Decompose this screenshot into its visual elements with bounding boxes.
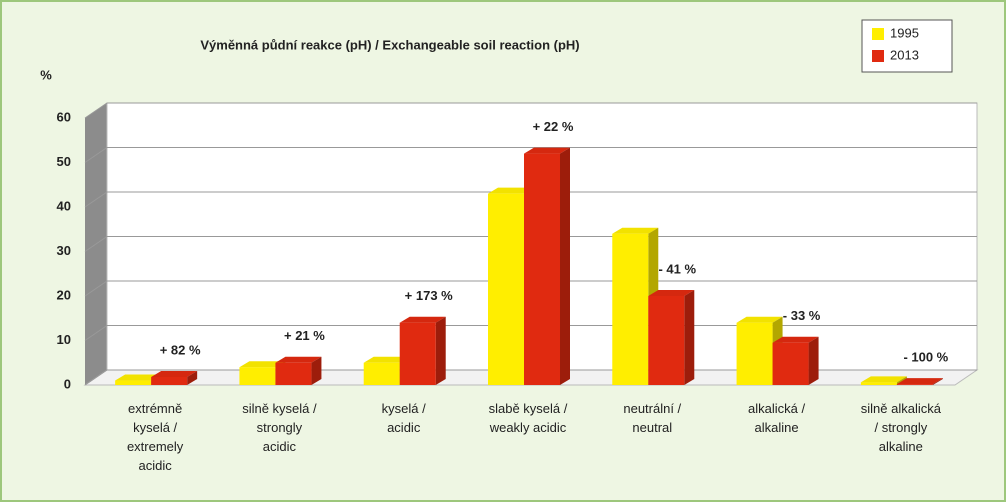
bar-top: [115, 374, 162, 381]
bar: [736, 322, 773, 385]
bar: [275, 362, 312, 385]
y-tick-label: 40: [57, 198, 71, 213]
y-axis-label: %: [40, 67, 52, 82]
annotation: - 33 %: [783, 308, 821, 323]
bar: [399, 322, 436, 385]
grid-line: [84, 280, 977, 297]
y-tick-label: 60: [57, 109, 71, 124]
x-tick-label: neutrální / neutral: [623, 401, 681, 435]
y-tick-label: 10: [57, 332, 71, 347]
y-tick-label: 30: [57, 243, 71, 258]
bar-side: [932, 378, 943, 385]
legend-swatch: [872, 28, 884, 40]
annotation: + 21 %: [284, 328, 325, 343]
bar-top: [736, 316, 783, 323]
bar-top: [363, 356, 410, 363]
bar-side: [187, 370, 198, 385]
annotation: - 41 %: [658, 261, 696, 276]
bar: [151, 376, 188, 385]
legend-swatch: [872, 50, 884, 62]
bar: [772, 342, 809, 385]
bar: [896, 384, 933, 385]
grid-line: [84, 147, 977, 163]
bar: [488, 193, 524, 385]
bar: [524, 153, 560, 385]
bar: [239, 367, 276, 385]
annotation: + 82 %: [160, 342, 201, 357]
x-tick-label: extrémně kyselá / extremely acidic: [127, 401, 184, 473]
annotation: + 22 %: [533, 119, 574, 134]
x-tick-label: alkalická / alkaline: [748, 401, 805, 435]
bar: [363, 362, 400, 385]
bar-top: [151, 370, 198, 377]
x-tick-label: kyselá / acidic: [382, 401, 426, 435]
grid-line: [84, 191, 977, 208]
bar-top: [239, 361, 286, 368]
bar: [115, 380, 152, 385]
bar-top: [399, 316, 446, 323]
legend-label: 2013: [890, 47, 919, 62]
bar: [648, 296, 685, 385]
bar-top: [896, 378, 943, 385]
grid-line: [84, 236, 977, 252]
bar-top: [488, 187, 534, 194]
bar-top: [612, 227, 659, 234]
bar-side: [435, 316, 446, 385]
x-tick-label: slabě kyselá / weakly acidic: [489, 401, 568, 435]
grid-line: [84, 102, 977, 119]
bar-top: [648, 290, 695, 296]
x-tick-label: silně alkalická / strongly alkaline: [861, 401, 942, 454]
annotation: + 173 %: [405, 288, 454, 303]
bar-top: [772, 336, 819, 343]
annotation: - 100 %: [903, 350, 948, 365]
bar-top: [524, 147, 570, 154]
bar-side: [808, 336, 819, 385]
bar-top: [275, 356, 322, 363]
bar: [612, 233, 649, 385]
bar-top: [860, 376, 907, 383]
x-tick-label: silně kyselá / strongly acidic: [242, 401, 317, 454]
y-tick-label: 50: [57, 154, 71, 169]
legend-label: 1995: [890, 25, 919, 40]
y-tick-label: 0: [64, 376, 71, 391]
y-tick-label: 20: [57, 287, 71, 302]
bar: [860, 382, 897, 385]
chart-title: Výměnná půdní reakce (pH) / Exchangeable…: [200, 37, 579, 52]
bar-side: [684, 290, 695, 385]
bar-side: [311, 356, 322, 385]
bar-side: [560, 147, 570, 385]
